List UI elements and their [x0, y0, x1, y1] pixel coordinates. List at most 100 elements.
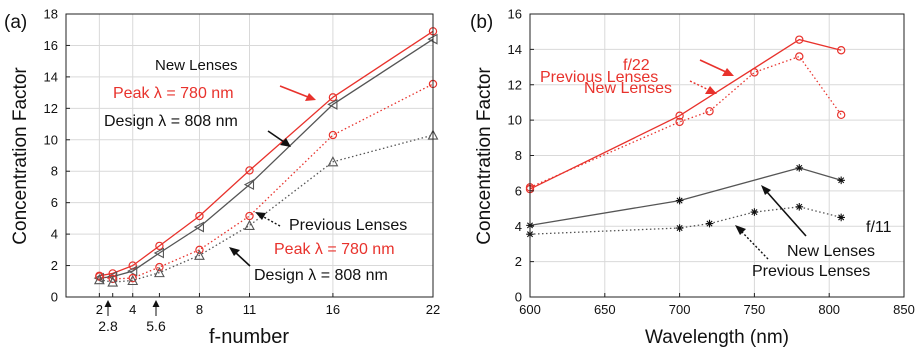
extra-tick-2-8: 2.8 — [98, 300, 118, 334]
data-point — [705, 219, 714, 228]
x-tick-label: 11 — [243, 302, 257, 317]
annotation-f22: f/22 — [623, 57, 650, 74]
panel-b-chart: 600 650 700 750 800 850 0 2 4 6 8 10 12 14 16 (b) Conc… — [470, 7, 915, 349]
data-point — [153, 247, 164, 259]
y-tick-label: 16 — [44, 38, 58, 53]
data-point — [244, 219, 255, 231]
data-point — [93, 274, 105, 285]
data-point — [750, 208, 759, 216]
y-tick-label: 2 — [515, 254, 522, 269]
series-line — [99, 38, 434, 279]
y-tick-label: 14 — [44, 69, 58, 84]
data-point — [837, 213, 845, 222]
data-point — [795, 52, 804, 61]
data-point — [127, 265, 138, 277]
data-point — [675, 196, 684, 205]
data-point — [154, 266, 165, 278]
data-point — [107, 276, 119, 287]
y-tick-label: 0 — [51, 290, 58, 305]
data-point — [705, 107, 714, 116]
annotation-f11: f/11 — [866, 219, 892, 236]
y-tick-label: 10 — [508, 113, 522, 128]
panel-b-ylabel: Concentration Factor — [474, 67, 495, 245]
y-tick-label: 6 — [515, 183, 522, 198]
data-point — [675, 224, 684, 232]
data-point — [128, 273, 137, 283]
data-point — [328, 93, 338, 102]
extra-tick-5-6: 5.6 — [146, 300, 166, 334]
y-tick-label: 4 — [51, 227, 58, 242]
annotation-arrow — [699, 59, 734, 76]
data-point — [245, 211, 254, 221]
panel-b-label: (b) — [470, 12, 493, 33]
annotation-peak-wavelength: Peak λ = 780 nm — [113, 85, 234, 102]
x-tick-label: 850 — [893, 302, 915, 317]
x-tick-label: 700 — [669, 302, 691, 317]
y-tick-label: 8 — [515, 148, 522, 163]
annotation-arrow — [279, 85, 316, 101]
y-tick-label: 12 — [508, 77, 522, 92]
panel-b-ticks: 600 650 700 750 800 850 0 2 4 6 8 10 12 14 16 — [508, 7, 915, 318]
x-tick-label: 2 — [96, 302, 103, 317]
data-point — [675, 111, 684, 120]
extra-tick-label: 5.6 — [146, 318, 166, 334]
series-line — [99, 134, 434, 283]
annotation-new-lenses: New Lenses — [584, 80, 672, 97]
annotation-arrow — [267, 130, 291, 147]
data-point — [795, 202, 804, 211]
panel-a-label: (a) — [4, 12, 27, 33]
annotation-arrow — [229, 247, 251, 267]
data-point — [193, 221, 205, 233]
data-point — [837, 176, 845, 185]
y-tick-label: 16 — [508, 7, 522, 22]
y-tick-label: 4 — [515, 219, 522, 234]
data-point — [243, 179, 255, 190]
data-point — [127, 274, 139, 286]
y-tick-label: 14 — [508, 42, 522, 57]
x-tick-label: 650 — [594, 302, 616, 317]
data-point — [327, 156, 339, 167]
annotation-design-wavelength: Design λ = 808 nm — [254, 267, 388, 284]
y-tick-label: 12 — [44, 101, 58, 116]
data-point — [155, 262, 164, 272]
annotation-peak-wavelength: Peak λ = 780 nm — [274, 241, 395, 258]
data-point — [108, 274, 117, 284]
annotation-previous-lenses-line: Previous Lenses — [540, 69, 658, 86]
y-tick-label: 0 — [515, 290, 522, 305]
panel-b-xlabel: Wavelength (nm) — [645, 327, 789, 348]
annotation-arrow — [255, 212, 281, 227]
panel-a-ylabel: Concentration Factor — [10, 67, 31, 245]
x-tick-label: 8 — [196, 302, 203, 317]
annotation-arrow — [735, 225, 769, 260]
annotation-arrow — [689, 80, 717, 94]
data-point — [836, 46, 846, 55]
y-tick-label: 2 — [51, 258, 58, 273]
x-tick-label: 800 — [818, 302, 840, 317]
data-point — [795, 164, 804, 172]
annotation-previous-lenses: Previous Lenses — [752, 263, 870, 280]
panel-a-ticks: 2 4 8 11 16 22 0 2 4 6 8 10 12 14 16 18 — [44, 7, 441, 318]
series-line — [529, 206, 842, 235]
annotation-arrow — [761, 185, 807, 237]
annotation-new-lenses: New Lenses — [155, 57, 238, 74]
annotation-design-wavelength: Design λ = 808 nm — [104, 113, 238, 130]
data-point — [195, 211, 204, 221]
data-point — [328, 130, 338, 140]
x-tick-label: 22 — [426, 302, 440, 317]
panel-a-chart: 2 4 8 11 16 22 0 2 4 6 8 10 12 14 16 18 (a) Concentrati… — [4, 7, 440, 349]
panel-a-xlabel: f-number — [209, 326, 289, 348]
series-line — [529, 167, 842, 227]
data-point — [327, 98, 338, 110]
y-tick-label: 18 — [44, 7, 58, 22]
annotation-new-lenses: New Lenses — [787, 243, 875, 260]
series-line — [529, 55, 842, 188]
y-tick-label: 8 — [51, 164, 58, 179]
x-tick-label: 4 — [129, 302, 136, 317]
data-point — [194, 249, 205, 260]
x-tick-label: 16 — [326, 302, 340, 317]
data-point — [675, 117, 684, 127]
data-point — [836, 110, 846, 120]
data-point — [750, 68, 759, 77]
x-tick-label: 750 — [744, 302, 766, 317]
